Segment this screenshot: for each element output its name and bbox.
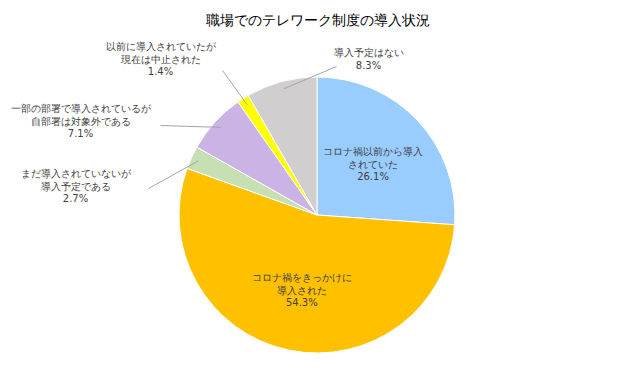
svg-text:職場でのテレワーク制度の導入状況: 職場でのテレワーク制度の導入状況 xyxy=(206,12,430,28)
svg-text:導入予定はない8.3%: 導入予定はない8.3% xyxy=(334,47,404,71)
svg-text:一部の部署で導入されているが自部署は対象外である7.1%: 一部の部署で導入されているが自部署は対象外である7.1% xyxy=(11,103,152,139)
svg-text:まだ導入されていないが導入予定である2.7%: まだ導入されていないが導入予定である2.7% xyxy=(21,168,132,204)
svg-text:以前に導入されていたが現在は中止された1.4%: 以前に導入されていたが現在は中止された1.4% xyxy=(106,41,217,77)
svg-text:コロナ禍以前から導入されていた26.1%: コロナ禍以前から導入されていた26.1% xyxy=(323,146,423,182)
svg-text:コロナ禍をきっかけに導入された54.3%: コロナ禍をきっかけに導入された54.3% xyxy=(252,272,352,308)
